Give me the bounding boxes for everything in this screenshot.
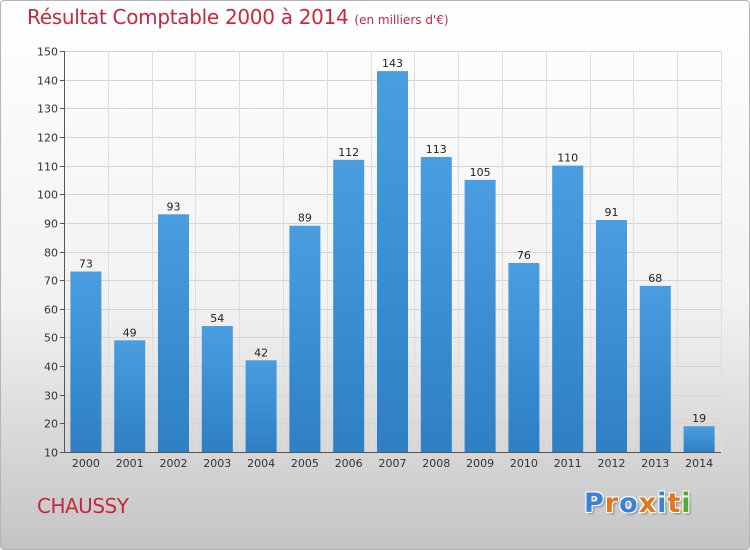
bar-2010 <box>508 263 540 452</box>
x-tick-label-2009: 2009 <box>466 457 494 470</box>
data-label-2011: 110 <box>557 152 578 165</box>
data-label-2012: 91 <box>605 206 619 219</box>
x-tick-label-2010: 2010 <box>510 457 538 470</box>
bars <box>70 71 715 453</box>
logo-letter: P <box>584 488 605 519</box>
data-label-2013: 68 <box>648 272 662 285</box>
x-tick-label-2008: 2008 <box>422 457 450 470</box>
chart-title-text: Résultat Comptable 2000 à 2014 <box>27 5 349 29</box>
x-tick-label-2007: 2007 <box>379 457 407 470</box>
bar-2007 <box>377 71 408 452</box>
data-label-2007: 143 <box>382 57 403 70</box>
logo-letter: i <box>657 488 668 519</box>
y-tick-label: 120 <box>37 132 58 145</box>
y-tick-label: 140 <box>37 75 58 88</box>
bar-2014 <box>683 426 715 452</box>
x-tick-label-2004: 2004 <box>247 457 275 470</box>
chart-title: Résultat Comptable 2000 à 2014 (en millie… <box>27 5 449 29</box>
bar-2008 <box>420 157 452 452</box>
logo-letter: x <box>638 488 658 519</box>
y-tick-label: 130 <box>37 103 58 116</box>
bar-2000 <box>70 271 102 452</box>
y-tick-label: 30 <box>44 390 58 403</box>
y-tick-label: 110 <box>37 161 58 174</box>
data-label-2008: 113 <box>426 143 447 156</box>
data-label-2006: 112 <box>338 146 359 159</box>
bar-2005 <box>289 225 321 452</box>
x-tick-label-2002: 2002 <box>160 457 188 470</box>
y-tick-label: 20 <box>44 418 58 431</box>
y-tick-label: 100 <box>37 189 58 202</box>
bar-2009 <box>464 179 496 452</box>
bar-2013 <box>639 285 671 452</box>
y-tick-label: 80 <box>44 247 58 260</box>
bar-2006 <box>333 159 365 453</box>
logo-letter: o <box>619 488 639 519</box>
bar-2003 <box>201 326 233 452</box>
bar-2012 <box>596 220 627 452</box>
data-label-2004: 42 <box>254 346 268 359</box>
x-tick-label-2011: 2011 <box>554 457 582 470</box>
y-tick-label: 10 <box>44 447 58 460</box>
bar-2002 <box>158 214 189 452</box>
x-tick-label-2005: 2005 <box>291 457 319 470</box>
x-tick-label-2000: 2000 <box>72 457 100 470</box>
y-tick-label: 60 <box>44 304 58 317</box>
commune-name: CHAUSSY <box>37 494 129 518</box>
x-tick-label-2003: 2003 <box>203 457 231 470</box>
logo-letter: t <box>667 488 682 519</box>
y-tick-label: 70 <box>44 275 58 288</box>
x-tick-label-2012: 2012 <box>598 457 626 470</box>
bar-2011 <box>552 165 584 452</box>
x-tick-label-2013: 2013 <box>641 457 669 470</box>
data-label-2001: 49 <box>123 326 137 339</box>
logo-letter: i <box>681 488 692 519</box>
logo-letter: r <box>604 488 620 519</box>
bar-2004 <box>245 360 277 452</box>
proxiti-logo: Proxiti <box>584 488 692 519</box>
y-tick-label: 150 <box>37 46 58 59</box>
data-label-2002: 93 <box>167 200 181 213</box>
y-tick-label: 90 <box>44 218 58 231</box>
data-label-2009: 105 <box>470 166 491 179</box>
data-label-2003: 54 <box>210 312 224 325</box>
chart-subtitle: (en milliers d'€) <box>354 13 449 27</box>
y-tick-label: 40 <box>44 361 58 374</box>
x-tick-label-2014: 2014 <box>685 457 713 470</box>
data-labels: 73 49 93 54 42 89 112 143 113 105 76 110 91 68 19 <box>79 57 706 425</box>
y-tick-label: 50 <box>44 332 58 345</box>
axes: 10 20 30 40 50 60 70 80 90 100 110 120 130 140 150 2000… <box>37 46 721 470</box>
data-label-2010: 76 <box>517 249 531 262</box>
x-tick-label-2006: 2006 <box>335 457 363 470</box>
data-label-2000: 73 <box>79 258 93 271</box>
bar-2001 <box>114 340 146 452</box>
data-label-2005: 89 <box>298 212 312 225</box>
x-tick-label-2001: 2001 <box>116 457 144 470</box>
data-label-2014: 19 <box>692 412 706 425</box>
